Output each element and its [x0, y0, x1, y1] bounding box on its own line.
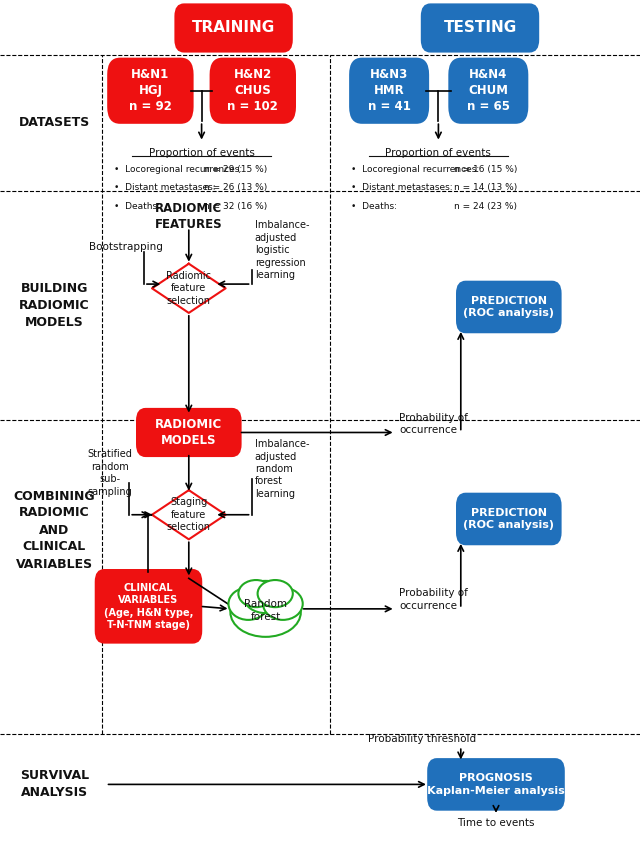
- FancyBboxPatch shape: [456, 493, 562, 545]
- Text: CLINICAL
VARIABLES
(Age, H&N type,
T-N-TNM stage): CLINICAL VARIABLES (Age, H&N type, T-N-T…: [104, 583, 193, 630]
- Text: H&N3
HMR
n = 41: H&N3 HMR n = 41: [368, 68, 410, 114]
- Text: H&N4
CHUM
n = 65: H&N4 CHUM n = 65: [467, 68, 510, 114]
- Text: Imbalance-
adjusted
random
forest
learning: Imbalance- adjusted random forest learni…: [255, 439, 309, 499]
- Text: •  Distant metastases:: • Distant metastases:: [114, 183, 216, 192]
- FancyBboxPatch shape: [210, 58, 296, 124]
- FancyBboxPatch shape: [349, 58, 429, 124]
- Text: •  Distant metastases:: • Distant metastases:: [351, 183, 452, 192]
- Text: RADIOMIC
FEATURES: RADIOMIC FEATURES: [155, 202, 223, 231]
- Text: Proportion of events: Proportion of events: [148, 148, 255, 158]
- Text: •  Locoregional recurrences:: • Locoregional recurrences:: [114, 165, 242, 174]
- Text: Probability threshold: Probability threshold: [369, 734, 476, 745]
- Text: H&N2
CHUS
n = 102: H&N2 CHUS n = 102: [227, 68, 278, 114]
- Text: TRAINING: TRAINING: [192, 20, 275, 36]
- FancyBboxPatch shape: [428, 758, 564, 811]
- Text: BUILDING
RADIOMIC
MODELS: BUILDING RADIOMIC MODELS: [19, 282, 90, 329]
- Text: Probability of
occurrence: Probability of occurrence: [399, 589, 468, 611]
- Ellipse shape: [228, 588, 268, 620]
- Ellipse shape: [230, 588, 301, 637]
- Text: PROGNOSIS
(Kaplan-Meier analysis): PROGNOSIS (Kaplan-Meier analysis): [422, 773, 570, 795]
- FancyBboxPatch shape: [421, 3, 540, 53]
- Text: Proportion of events: Proportion of events: [385, 148, 492, 158]
- FancyBboxPatch shape: [95, 569, 202, 644]
- Text: n = 26 (13 %): n = 26 (13 %): [204, 183, 268, 192]
- FancyBboxPatch shape: [456, 281, 562, 333]
- Text: PREDICTION
(ROC analysis): PREDICTION (ROC analysis): [463, 508, 554, 530]
- Text: •  Deaths:: • Deaths:: [114, 202, 160, 211]
- Text: TESTING: TESTING: [444, 20, 516, 36]
- FancyBboxPatch shape: [107, 58, 193, 124]
- Text: n = 24 (23 %): n = 24 (23 %): [454, 202, 517, 211]
- Text: n = 14 (13 %): n = 14 (13 %): [454, 183, 517, 192]
- Text: Imbalance-
adjusted
logistic
regression
learning: Imbalance- adjusted logistic regression …: [255, 220, 309, 280]
- Text: PREDICTION
(ROC analysis): PREDICTION (ROC analysis): [463, 296, 554, 318]
- Text: n = 32 (16 %): n = 32 (16 %): [204, 202, 268, 211]
- Text: H&N1
HGJ
n = 92: H&N1 HGJ n = 92: [129, 68, 172, 114]
- Ellipse shape: [263, 588, 303, 620]
- Ellipse shape: [239, 580, 274, 607]
- Text: Time to events: Time to events: [457, 817, 535, 828]
- Text: RADIOMIC
MODELS: RADIOMIC MODELS: [155, 418, 223, 447]
- Text: •  Deaths:: • Deaths:: [351, 202, 397, 211]
- Text: n = 16 (15 %): n = 16 (15 %): [454, 165, 517, 174]
- Text: DATASETS: DATASETS: [19, 116, 90, 130]
- Text: Radiomic
feature
selection: Radiomic feature selection: [166, 271, 211, 306]
- Text: Bootstrapping: Bootstrapping: [89, 242, 163, 252]
- Text: Random
forest: Random forest: [244, 600, 287, 622]
- Text: •  Locoregional recurrences:: • Locoregional recurrences:: [351, 165, 479, 174]
- Ellipse shape: [244, 581, 287, 613]
- FancyBboxPatch shape: [448, 58, 529, 124]
- FancyBboxPatch shape: [136, 408, 241, 457]
- Text: n = 29 (15 %): n = 29 (15 %): [204, 165, 268, 174]
- Text: Stratified
random
sub-
sampling: Stratified random sub- sampling: [88, 449, 132, 497]
- Text: Probability of
occurrence: Probability of occurrence: [399, 413, 468, 435]
- Text: Staging
feature
selection: Staging feature selection: [167, 497, 211, 533]
- Ellipse shape: [257, 580, 293, 607]
- Text: COMBINING
RADIOMIC
AND
CLINICAL
VARIABLES: COMBINING RADIOMIC AND CLINICAL VARIABLE…: [13, 489, 95, 571]
- FancyBboxPatch shape: [174, 3, 292, 53]
- Text: SURVIVAL
ANALYSIS: SURVIVAL ANALYSIS: [20, 769, 89, 800]
